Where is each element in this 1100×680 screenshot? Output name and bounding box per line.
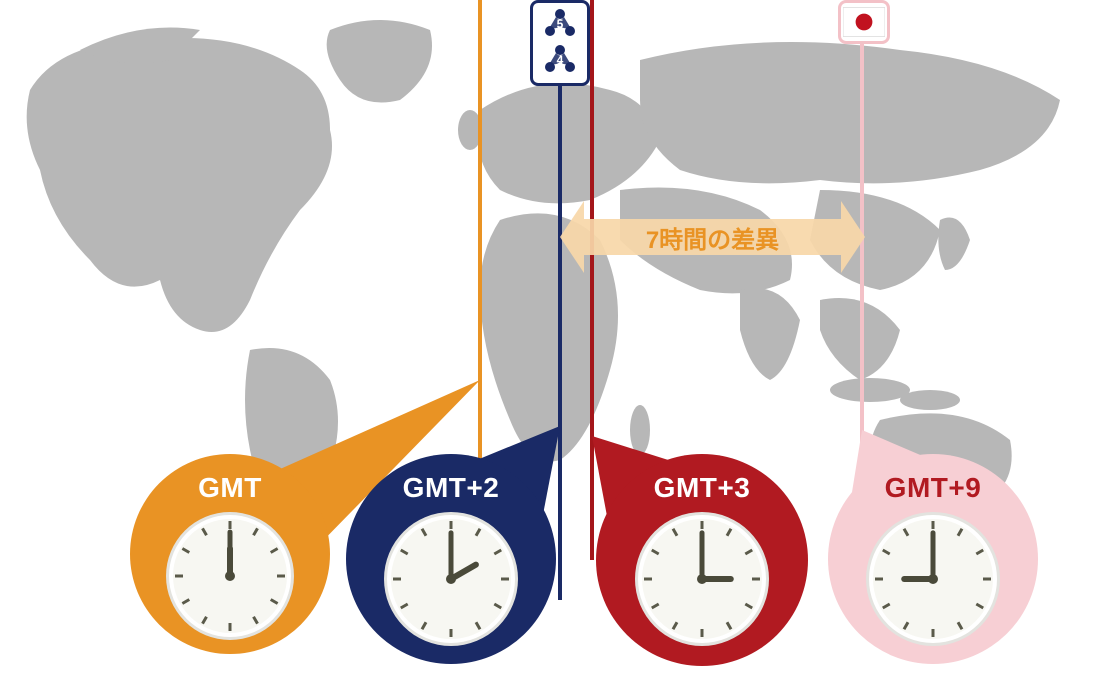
clock-label: GMT+9 bbox=[885, 472, 982, 504]
clock-label: GMT bbox=[198, 472, 262, 504]
clock-bubble-gmt3: GMT+3 bbox=[596, 454, 808, 666]
clock-face-icon bbox=[384, 512, 518, 646]
clock-label: GMT+2 bbox=[403, 472, 500, 504]
clock-bubble-gmt: GMT bbox=[130, 454, 330, 654]
time-difference-label: 7時間の差異 bbox=[646, 220, 779, 255]
timezone-line-gmt9 bbox=[860, 0, 864, 560]
clock-face-icon bbox=[866, 512, 1000, 646]
timezone-line-gmt2 bbox=[558, 0, 562, 600]
clock-face-icon bbox=[635, 512, 769, 646]
japan-flag-icon bbox=[843, 7, 885, 37]
clock-bubble-gmt9: GMT+9 bbox=[828, 454, 1038, 664]
mt-version-icon: 4 bbox=[537, 43, 583, 79]
japan-flag-badge bbox=[838, 0, 890, 44]
clock-face-icon bbox=[166, 512, 294, 640]
time-difference-arrow: 7時間の差異 bbox=[560, 201, 865, 273]
mt-version-icon: 5 bbox=[537, 7, 583, 43]
clock-bubble-gmt2: GMT+2 bbox=[346, 454, 556, 664]
timezone-line-gmt bbox=[478, 0, 482, 534]
svg-text:4: 4 bbox=[557, 53, 564, 67]
svg-text:5: 5 bbox=[557, 17, 564, 31]
timezone-line-gmt3 bbox=[590, 0, 594, 560]
mt-platform-badge: 5 4 bbox=[530, 0, 590, 86]
clock-label: GMT+3 bbox=[654, 472, 751, 504]
